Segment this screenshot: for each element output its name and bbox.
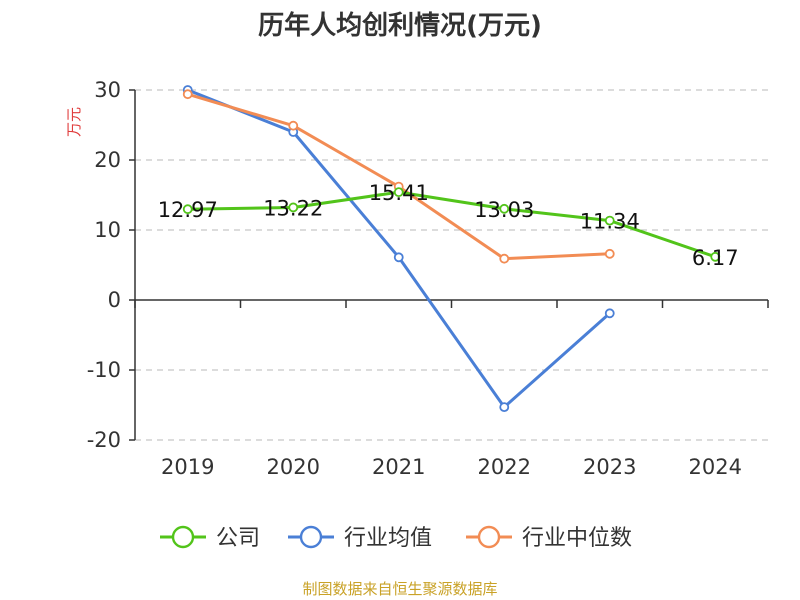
data-point	[393, 252, 404, 263]
legend-marker	[171, 525, 195, 549]
data-label: 12.97	[158, 198, 218, 222]
legend: 公司 行业均值 行业中位数	[160, 525, 632, 551]
data-point	[182, 89, 193, 100]
y-tick-label: 30	[94, 78, 121, 102]
y-tick-label: 20	[94, 148, 121, 172]
data-point	[182, 204, 193, 215]
data-label: 6.17	[692, 246, 739, 270]
y-tick-label: -20	[87, 428, 121, 452]
legend-label: 公司	[216, 526, 260, 551]
series-line	[187, 190, 716, 259]
data-point	[288, 120, 299, 131]
y-tick-label: 0	[108, 288, 121, 312]
legend-label: 行业中位数	[522, 526, 632, 551]
series-line	[187, 92, 610, 261]
series-line	[187, 88, 611, 409]
legend-marker	[299, 525, 323, 549]
data-labels: 12.97 13.22 15.41 13.03 11.34 6.17	[158, 181, 739, 270]
x-tick-label: 2019	[161, 455, 214, 479]
legend-marker	[477, 525, 501, 549]
y-axis-label: 万元	[65, 107, 83, 137]
data-point	[499, 203, 510, 214]
data-point	[288, 202, 299, 213]
source-note: 制图数据来自恒生聚源数据库	[302, 580, 497, 598]
legend-item: 行业均值	[288, 525, 432, 551]
data-label: 15.41	[369, 181, 429, 205]
data-point	[604, 248, 615, 259]
x-tick-label: 2024	[689, 455, 742, 479]
data-label: 13.22	[263, 196, 323, 220]
axes: 30 20 10 0 -10 -20 2019 2020 2021 2022 2023 2024	[87, 78, 769, 479]
series-lines	[182, 85, 721, 413]
x-tick-label: 2023	[583, 455, 636, 479]
y-tick-label: 10	[94, 218, 121, 242]
grid-lines	[135, 89, 768, 441]
data-point	[604, 308, 615, 319]
x-tick-label: 2020	[267, 455, 320, 479]
legend-label: 行业均值	[344, 526, 432, 551]
data-point	[499, 402, 510, 413]
y-tick-label: -10	[87, 358, 121, 382]
legend-item: 行业中位数	[466, 525, 632, 551]
data-point	[710, 251, 721, 262]
data-label: 13.03	[474, 198, 534, 222]
data-label: 11.34	[580, 210, 640, 234]
data-point	[604, 215, 615, 226]
data-point	[499, 253, 510, 264]
x-tick-label: 2021	[372, 455, 425, 479]
chart-title: 历年人均创利情况(万元)	[258, 10, 542, 41]
data-point	[393, 187, 404, 198]
x-tick-label: 2022	[478, 455, 531, 479]
legend-item: 公司	[160, 525, 260, 551]
